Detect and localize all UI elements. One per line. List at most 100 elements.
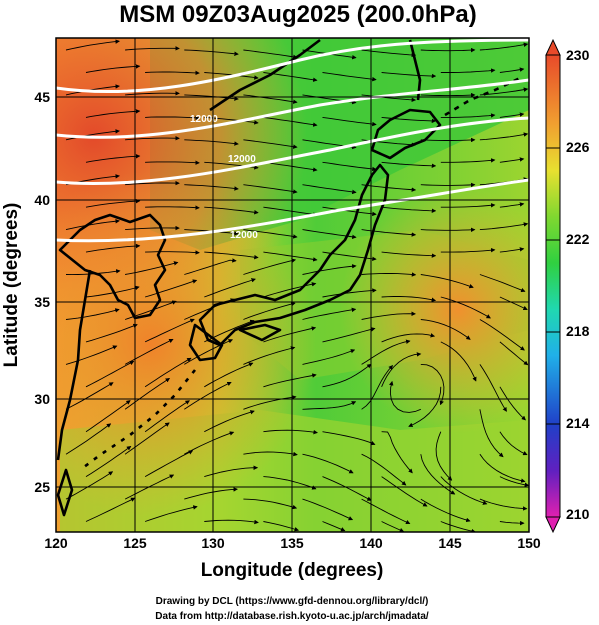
streamline [65, 84, 120, 96]
streamline [479, 42, 529, 51]
streamline [184, 339, 233, 365]
streamline [479, 222, 529, 231]
x-axis: 120 125 130 135 140 145 150 Longitude (d… [44, 535, 541, 581]
streamline [420, 137, 476, 143]
x-tick-120: 120 [44, 535, 68, 551]
streamline [85, 445, 132, 477]
streamline [243, 301, 296, 320]
credit-line-1: Drawing by DCL (https://www.gfd-dennou.o… [156, 596, 429, 607]
streamline [420, 454, 456, 495]
streamline [302, 401, 357, 410]
streamline [479, 364, 507, 412]
streamline [440, 296, 491, 319]
y-axis-label: Latitude (degrees) [1, 203, 22, 368]
streamline [499, 112, 525, 118]
streamline [125, 261, 179, 275]
streamline [65, 308, 120, 320]
streamline [65, 471, 114, 500]
streamline [499, 431, 528, 456]
streamline [479, 409, 504, 458]
streamline [420, 227, 476, 233]
streamline [85, 285, 140, 298]
y-axis: 25 30 35 40 45 Latitude (degrees) [1, 89, 50, 495]
streamline [65, 345, 118, 365]
plot-frame [55, 37, 530, 533]
streamline [381, 206, 437, 213]
streamline [420, 274, 474, 289]
streamline [479, 274, 526, 293]
streamline [479, 453, 526, 483]
streamline [85, 154, 141, 163]
coastline-ryukyu [79, 369, 197, 472]
contour-line-3 [56, 116, 529, 186]
plot-area: 12000 12000 12000 [56, 38, 529, 532]
streamline [243, 346, 296, 365]
y-tick-30: 30 [34, 391, 50, 407]
colorbar-max-arrow [545, 38, 561, 56]
streamline [499, 202, 525, 208]
streamline [302, 453, 354, 474]
streamline [499, 341, 529, 366]
streamline [302, 349, 356, 365]
streamline [302, 184, 357, 195]
streamline [263, 476, 317, 490]
streamline [145, 115, 200, 121]
streamline [322, 72, 377, 82]
streamline [381, 352, 422, 387]
streamline [243, 139, 298, 149]
x-tick-125: 125 [123, 535, 147, 551]
streamline [420, 498, 471, 523]
streamline [144, 318, 195, 343]
streamline [389, 380, 421, 413]
streamline [322, 327, 376, 343]
streamline [499, 67, 525, 73]
contour-label-3: 12000 [230, 230, 258, 241]
coastline-korea [58, 213, 167, 320]
streamline [440, 521, 476, 532]
x-axis-label: Longitude (degrees) [201, 560, 384, 581]
streamline [125, 225, 180, 231]
streamline [243, 451, 298, 457]
streamline [381, 296, 437, 302]
streamline [263, 326, 317, 343]
streamline [263, 373, 317, 388]
streamline [243, 94, 298, 104]
streamline [184, 381, 232, 410]
y-tick-45: 45 [34, 89, 50, 105]
y-tick-25: 25 [34, 479, 50, 495]
streamline [184, 139, 239, 146]
streamline [263, 206, 318, 217]
streamline [322, 161, 377, 172]
streamline [302, 264, 357, 275]
streamline [243, 258, 297, 275]
streamline [243, 498, 298, 510]
streamline [145, 70, 200, 76]
coastline-sakhalin [408, 39, 422, 101]
contour-line-2 [56, 78, 529, 139]
x-tick-150: 150 [517, 535, 541, 551]
streamline [499, 386, 526, 421]
streamline [322, 431, 376, 446]
coastline-china [56, 269, 92, 461]
streamline [420, 363, 445, 406]
streamline [381, 333, 436, 343]
streamline [440, 341, 477, 382]
streamline [322, 363, 372, 388]
streamline [85, 64, 141, 73]
y-tick-35: 35 [34, 294, 50, 310]
streamline [499, 157, 525, 163]
streamline [65, 39, 120, 51]
streamline [408, 386, 442, 427]
streamline [322, 116, 377, 127]
coastline-kyushu [188, 323, 224, 362]
streamline [184, 487, 238, 500]
streamline [420, 319, 471, 340]
streamline [381, 161, 437, 169]
streamline [145, 160, 200, 165]
streamline [144, 450, 194, 477]
x-tick-145: 145 [438, 535, 462, 551]
colorbar-tick-222: 222 [566, 231, 590, 247]
streamline [125, 180, 180, 186]
streamline [361, 365, 393, 410]
